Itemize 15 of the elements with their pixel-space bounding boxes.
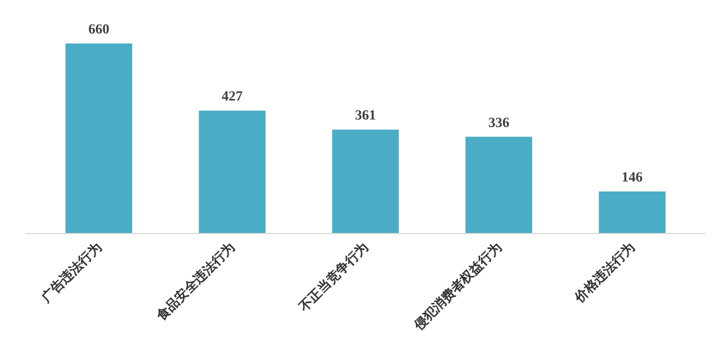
x-tick-label: 不正当竞争行为	[295, 239, 371, 315]
data-label: 361	[355, 108, 376, 124]
x-tick-label: 广告违法行为	[38, 239, 104, 306]
x-tick-label: 食品安全违法行为	[152, 239, 238, 324]
data-label: 660	[88, 22, 110, 38]
data-label: 336	[488, 116, 510, 131]
bar	[66, 44, 132, 234]
x-tick-label: 侵犯消费者权益行为	[410, 239, 504, 334]
bar	[598, 191, 666, 234]
bar	[198, 110, 266, 234]
bar	[332, 130, 399, 234]
x-tick-label: 价格违法行为	[571, 239, 638, 306]
bar	[466, 136, 532, 234]
data-label: 146	[622, 170, 643, 186]
data-label: 427	[222, 90, 243, 105]
